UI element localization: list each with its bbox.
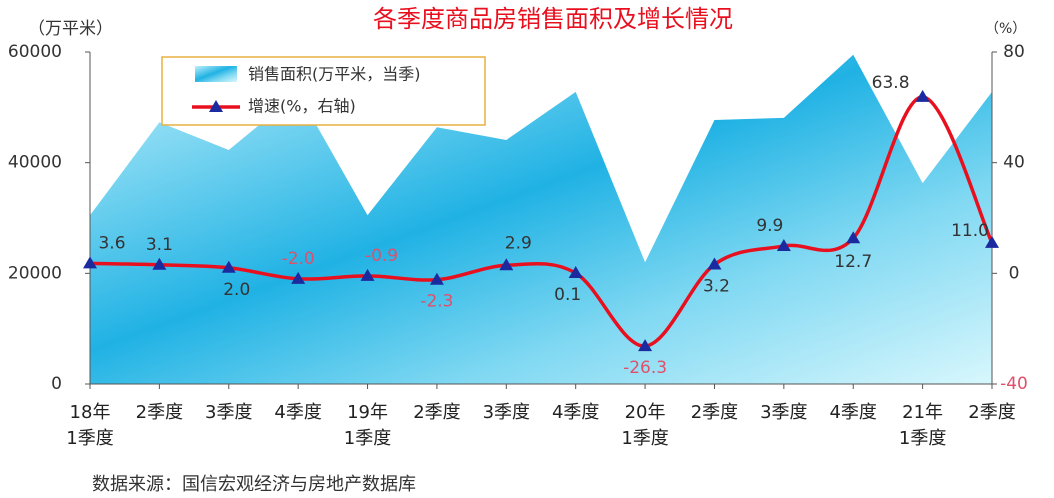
x-tick-label: 2季度 [968, 402, 1016, 423]
data-label: -26.3 [623, 358, 667, 378]
chart-title: 各季度商品房销售面积及增长情况 [373, 5, 733, 33]
marker [707, 257, 722, 270]
source-note: 数据来源：国信宏观经济与房地产数据库 [92, 474, 416, 495]
marker [776, 238, 791, 251]
x-tick-label: 2季度 [135, 402, 184, 423]
y2-tick-label: 40 [1003, 153, 1025, 173]
y2-tick-label: 80 [1003, 42, 1025, 62]
x-tick-label: 4季度 [551, 402, 600, 423]
marker [638, 339, 653, 352]
marker [221, 260, 236, 273]
x-tick-label: 4季度 [829, 402, 877, 423]
y-tick-label: 60000 [8, 42, 62, 62]
legend-label: 销售面积(万平米，当季) [248, 65, 421, 84]
legend-label: 增速(%，右轴) [248, 97, 356, 116]
marker [499, 258, 514, 271]
marker [152, 257, 167, 270]
data-label: 9.9 [756, 216, 783, 236]
marker [985, 235, 999, 248]
data-label: 11.0 [951, 221, 989, 241]
y-axis-label: （万平米） [28, 19, 113, 39]
marker [291, 271, 306, 284]
marker [568, 266, 583, 279]
data-label: -0.9 [365, 246, 398, 266]
y-tick-label: 0 [51, 374, 62, 394]
x-tick-label: 3季度 [205, 402, 253, 423]
data-label: 0.1 [554, 285, 581, 305]
y2-axis-label: （%） [985, 21, 1026, 37]
marker [83, 256, 97, 269]
x-tick-label: 20年 1季度 [621, 402, 669, 449]
marker [846, 231, 861, 244]
y2-tick-label: -40 [1000, 374, 1028, 394]
data-label: -2.0 [282, 249, 315, 269]
data-label: -2.3 [420, 292, 453, 312]
data-label: 3.6 [98, 233, 125, 253]
data-label: 63.8 [872, 73, 910, 93]
x-tick-label: 3季度 [760, 402, 808, 423]
x-tick-label: 21年 1季度 [898, 402, 947, 449]
x-tick-label: 2季度 [413, 402, 461, 423]
data-label: 2.0 [223, 280, 250, 300]
marker [360, 268, 375, 281]
x-tick-label: 18年 1季度 [66, 402, 114, 449]
x-tick-label: 2季度 [690, 402, 739, 423]
marker [915, 89, 930, 102]
marker [429, 272, 444, 285]
x-tick-label: 19年 1季度 [343, 402, 392, 449]
y2-tick-label: 0 [1009, 263, 1020, 283]
data-label: 3.1 [146, 235, 173, 255]
data-label: 12.7 [834, 252, 872, 272]
x-tick-label: 4季度 [274, 402, 322, 423]
legend-swatch [195, 66, 237, 82]
x-tick-label: 3季度 [482, 402, 531, 423]
area [90, 54, 992, 385]
y-tick-label: 40000 [8, 153, 62, 173]
data-label: 3.2 [703, 276, 730, 296]
y-tick-label: 20000 [8, 263, 62, 283]
data-label: 2.9 [505, 233, 532, 253]
legend-marker [209, 100, 223, 112]
